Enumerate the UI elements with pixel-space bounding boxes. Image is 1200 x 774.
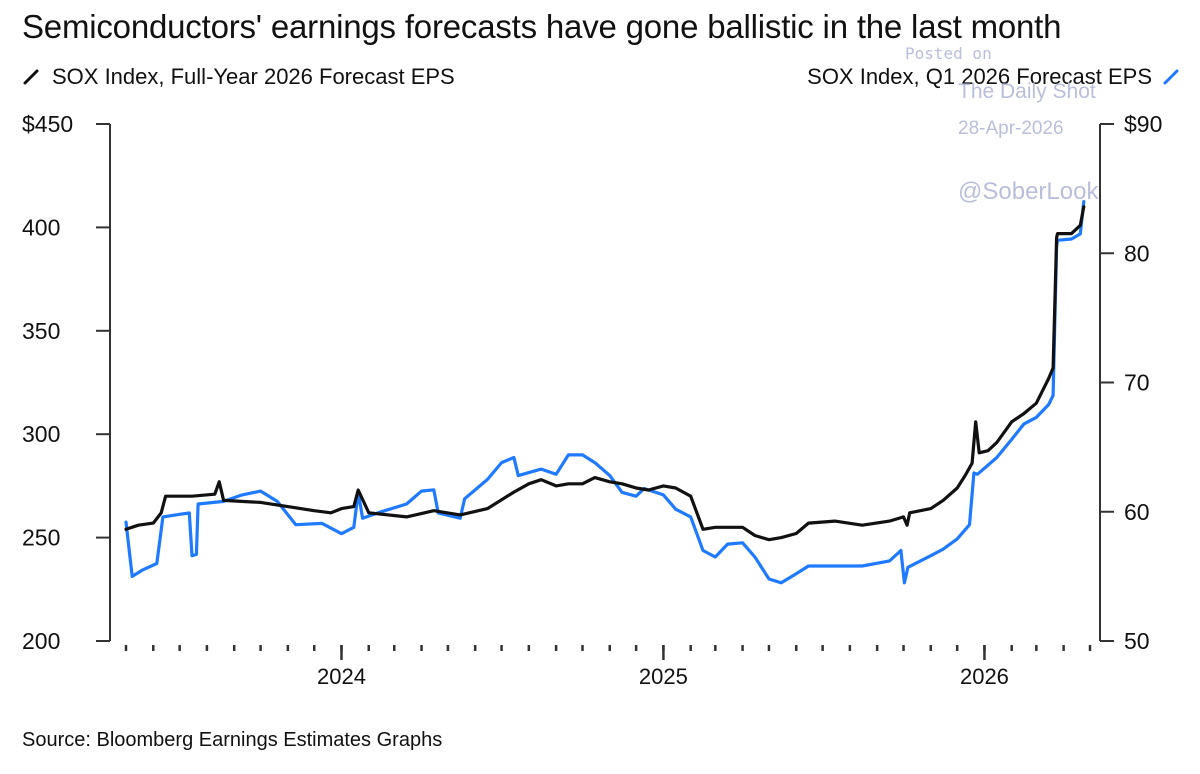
legend-line-black-icon (23, 69, 39, 85)
watermark-daily-shot: The Daily Shot (958, 80, 1096, 103)
y-left-tick-label: 400 (22, 214, 60, 240)
y-left-tick-label: 300 (22, 421, 60, 447)
y-right-tick-label: 60 (1124, 499, 1150, 525)
watermark-posted-on: Posted on (905, 44, 992, 63)
watermark-handle: @SoberLook (958, 178, 1099, 205)
legend-full-year-label: SOX Index, Full-Year 2026 Forecast EPS (52, 64, 455, 89)
y-left-tick-label: 350 (22, 318, 60, 344)
y-right-tick-label: $90 (1124, 111, 1162, 137)
x-tick-label: 2024 (317, 664, 366, 689)
x-tick-label: 2025 (639, 664, 688, 689)
y-left-tick-label: 250 (22, 525, 60, 551)
chart-title: Semiconductors' earnings forecasts have … (22, 8, 1062, 45)
y-left-tick-label: $450 (22, 111, 73, 137)
legend-q1: SOX Index, Q1 2026 Forecast EPS (807, 64, 1180, 90)
y-left-tick-label: 200 (22, 628, 60, 654)
source-note: Source: Bloomberg Earnings Estimates Gra… (22, 729, 443, 751)
series-line-q1 (124, 200, 1086, 585)
x-tick-label: 2026 (960, 664, 1009, 689)
watermark-date: 28-Apr-2026 (958, 118, 1064, 139)
legend-full-year: SOX Index, Full-Year 2026 Forecast EPS (22, 64, 455, 90)
y-right-tick-label: 80 (1124, 240, 1150, 266)
y-right-tick-label: 50 (1124, 628, 1150, 654)
legend-line-blue-icon (1163, 69, 1179, 85)
y-right-tick-label: 70 (1124, 370, 1150, 396)
series-line-full-year (124, 205, 1086, 542)
legend-q1-label: SOX Index, Q1 2026 Forecast EPS (807, 64, 1152, 89)
